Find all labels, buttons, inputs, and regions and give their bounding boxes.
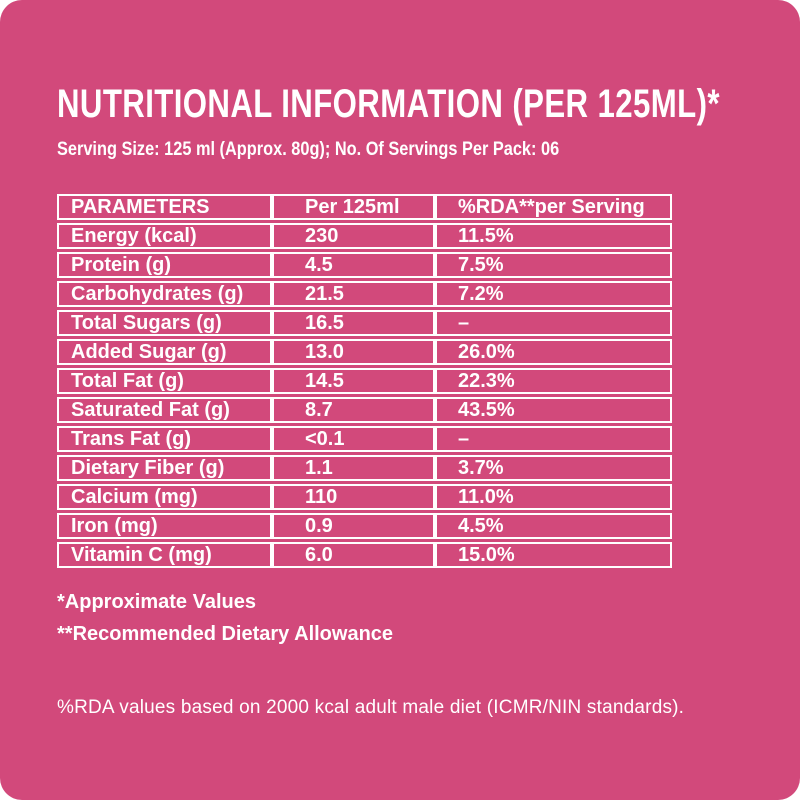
table-row-energy: Energy (kcal) 230 11.5% xyxy=(57,223,672,249)
table-row-carbohydrates: Carbohydrates (g) 21.5 7.2% xyxy=(57,281,672,307)
column-header-per-125ml: Per 125ml xyxy=(272,194,435,220)
rda-cell: 3.7% xyxy=(435,455,672,481)
value-cell: 21.5 xyxy=(272,281,435,307)
table-row-total-sugars: Total Sugars (g) 16.5 – xyxy=(57,310,672,336)
parameter-cell: Dietary Fiber (g) xyxy=(57,455,272,481)
rda-cell: – xyxy=(435,310,672,336)
value-cell: 230 xyxy=(272,223,435,249)
parameter-cell: Vitamin C (mg) xyxy=(57,542,272,568)
table-row-calcium: Calcium (mg) 110 11.0% xyxy=(57,484,672,510)
table-row-total-fat: Total Fat (g) 14.5 22.3% xyxy=(57,368,672,394)
value-cell: 110 xyxy=(272,484,435,510)
value-cell: 4.5 xyxy=(272,252,435,278)
parameter-cell: Calcium (mg) xyxy=(57,484,272,510)
serving-size-info: Serving Size: 125 ml (Approx. 80g); No. … xyxy=(57,139,560,160)
parameter-cell: Total Sugars (g) xyxy=(57,310,272,336)
parameter-cell: Saturated Fat (g) xyxy=(57,397,272,423)
parameter-cell: Added Sugar (g) xyxy=(57,339,272,365)
parameter-cell: Carbohydrates (g) xyxy=(57,281,272,307)
table-row-vitamin-c: Vitamin C (mg) 6.0 15.0% xyxy=(57,542,672,568)
column-header-parameters: PARAMETERS xyxy=(57,194,272,220)
value-cell: 16.5 xyxy=(272,310,435,336)
table-row-dietary-fiber: Dietary Fiber (g) 1.1 3.7% xyxy=(57,455,672,481)
page-title: NUTRITIONAL INFORMATION (PER 125ML)* xyxy=(57,82,720,126)
table-row-iron: Iron (mg) 0.9 4.5% xyxy=(57,513,672,539)
rda-cell: 4.5% xyxy=(435,513,672,539)
parameter-cell: Energy (kcal) xyxy=(57,223,272,249)
value-cell: <0.1 xyxy=(272,426,435,452)
table-row-trans-fat: Trans Fat (g) <0.1 – xyxy=(57,426,672,452)
parameter-cell: Total Fat (g) xyxy=(57,368,272,394)
rda-cell: 7.2% xyxy=(435,281,672,307)
value-cell: 8.7 xyxy=(272,397,435,423)
value-cell: 14.5 xyxy=(272,368,435,394)
rda-cell: 7.5% xyxy=(435,252,672,278)
rda-cell: 43.5% xyxy=(435,397,672,423)
table-header-row: PARAMETERS Per 125ml %RDA**per Serving xyxy=(57,194,672,220)
table-row-added-sugar: Added Sugar (g) 13.0 26.0% xyxy=(57,339,672,365)
footnote-recommended-dietary-allowance: **Recommended Dietary Allowance xyxy=(57,623,394,645)
table-row-saturated-fat: Saturated Fat (g) 8.7 43.5% xyxy=(57,397,672,423)
footnote-approximate-values: *Approximate Values xyxy=(57,591,256,613)
parameter-cell: Trans Fat (g) xyxy=(57,426,272,452)
rda-disclaimer: %RDA values based on 2000 kcal adult mal… xyxy=(57,697,685,718)
rda-cell: 11.5% xyxy=(435,223,672,249)
parameter-cell: Iron (mg) xyxy=(57,513,272,539)
rda-cell: 11.0% xyxy=(435,484,672,510)
rda-cell: 15.0% xyxy=(435,542,672,568)
nutrition-table: PARAMETERS Per 125ml %RDA**per Serving E… xyxy=(57,191,672,571)
value-cell: 6.0 xyxy=(272,542,435,568)
table-row-protein: Protein (g) 4.5 7.5% xyxy=(57,252,672,278)
rda-cell: 26.0% xyxy=(435,339,672,365)
column-header-rda-per-serving: %RDA**per Serving xyxy=(435,194,672,220)
parameter-cell: Protein (g) xyxy=(57,252,272,278)
rda-cell: 22.3% xyxy=(435,368,672,394)
value-cell: 0.9 xyxy=(272,513,435,539)
rda-cell: – xyxy=(435,426,672,452)
value-cell: 1.1 xyxy=(272,455,435,481)
value-cell: 13.0 xyxy=(272,339,435,365)
